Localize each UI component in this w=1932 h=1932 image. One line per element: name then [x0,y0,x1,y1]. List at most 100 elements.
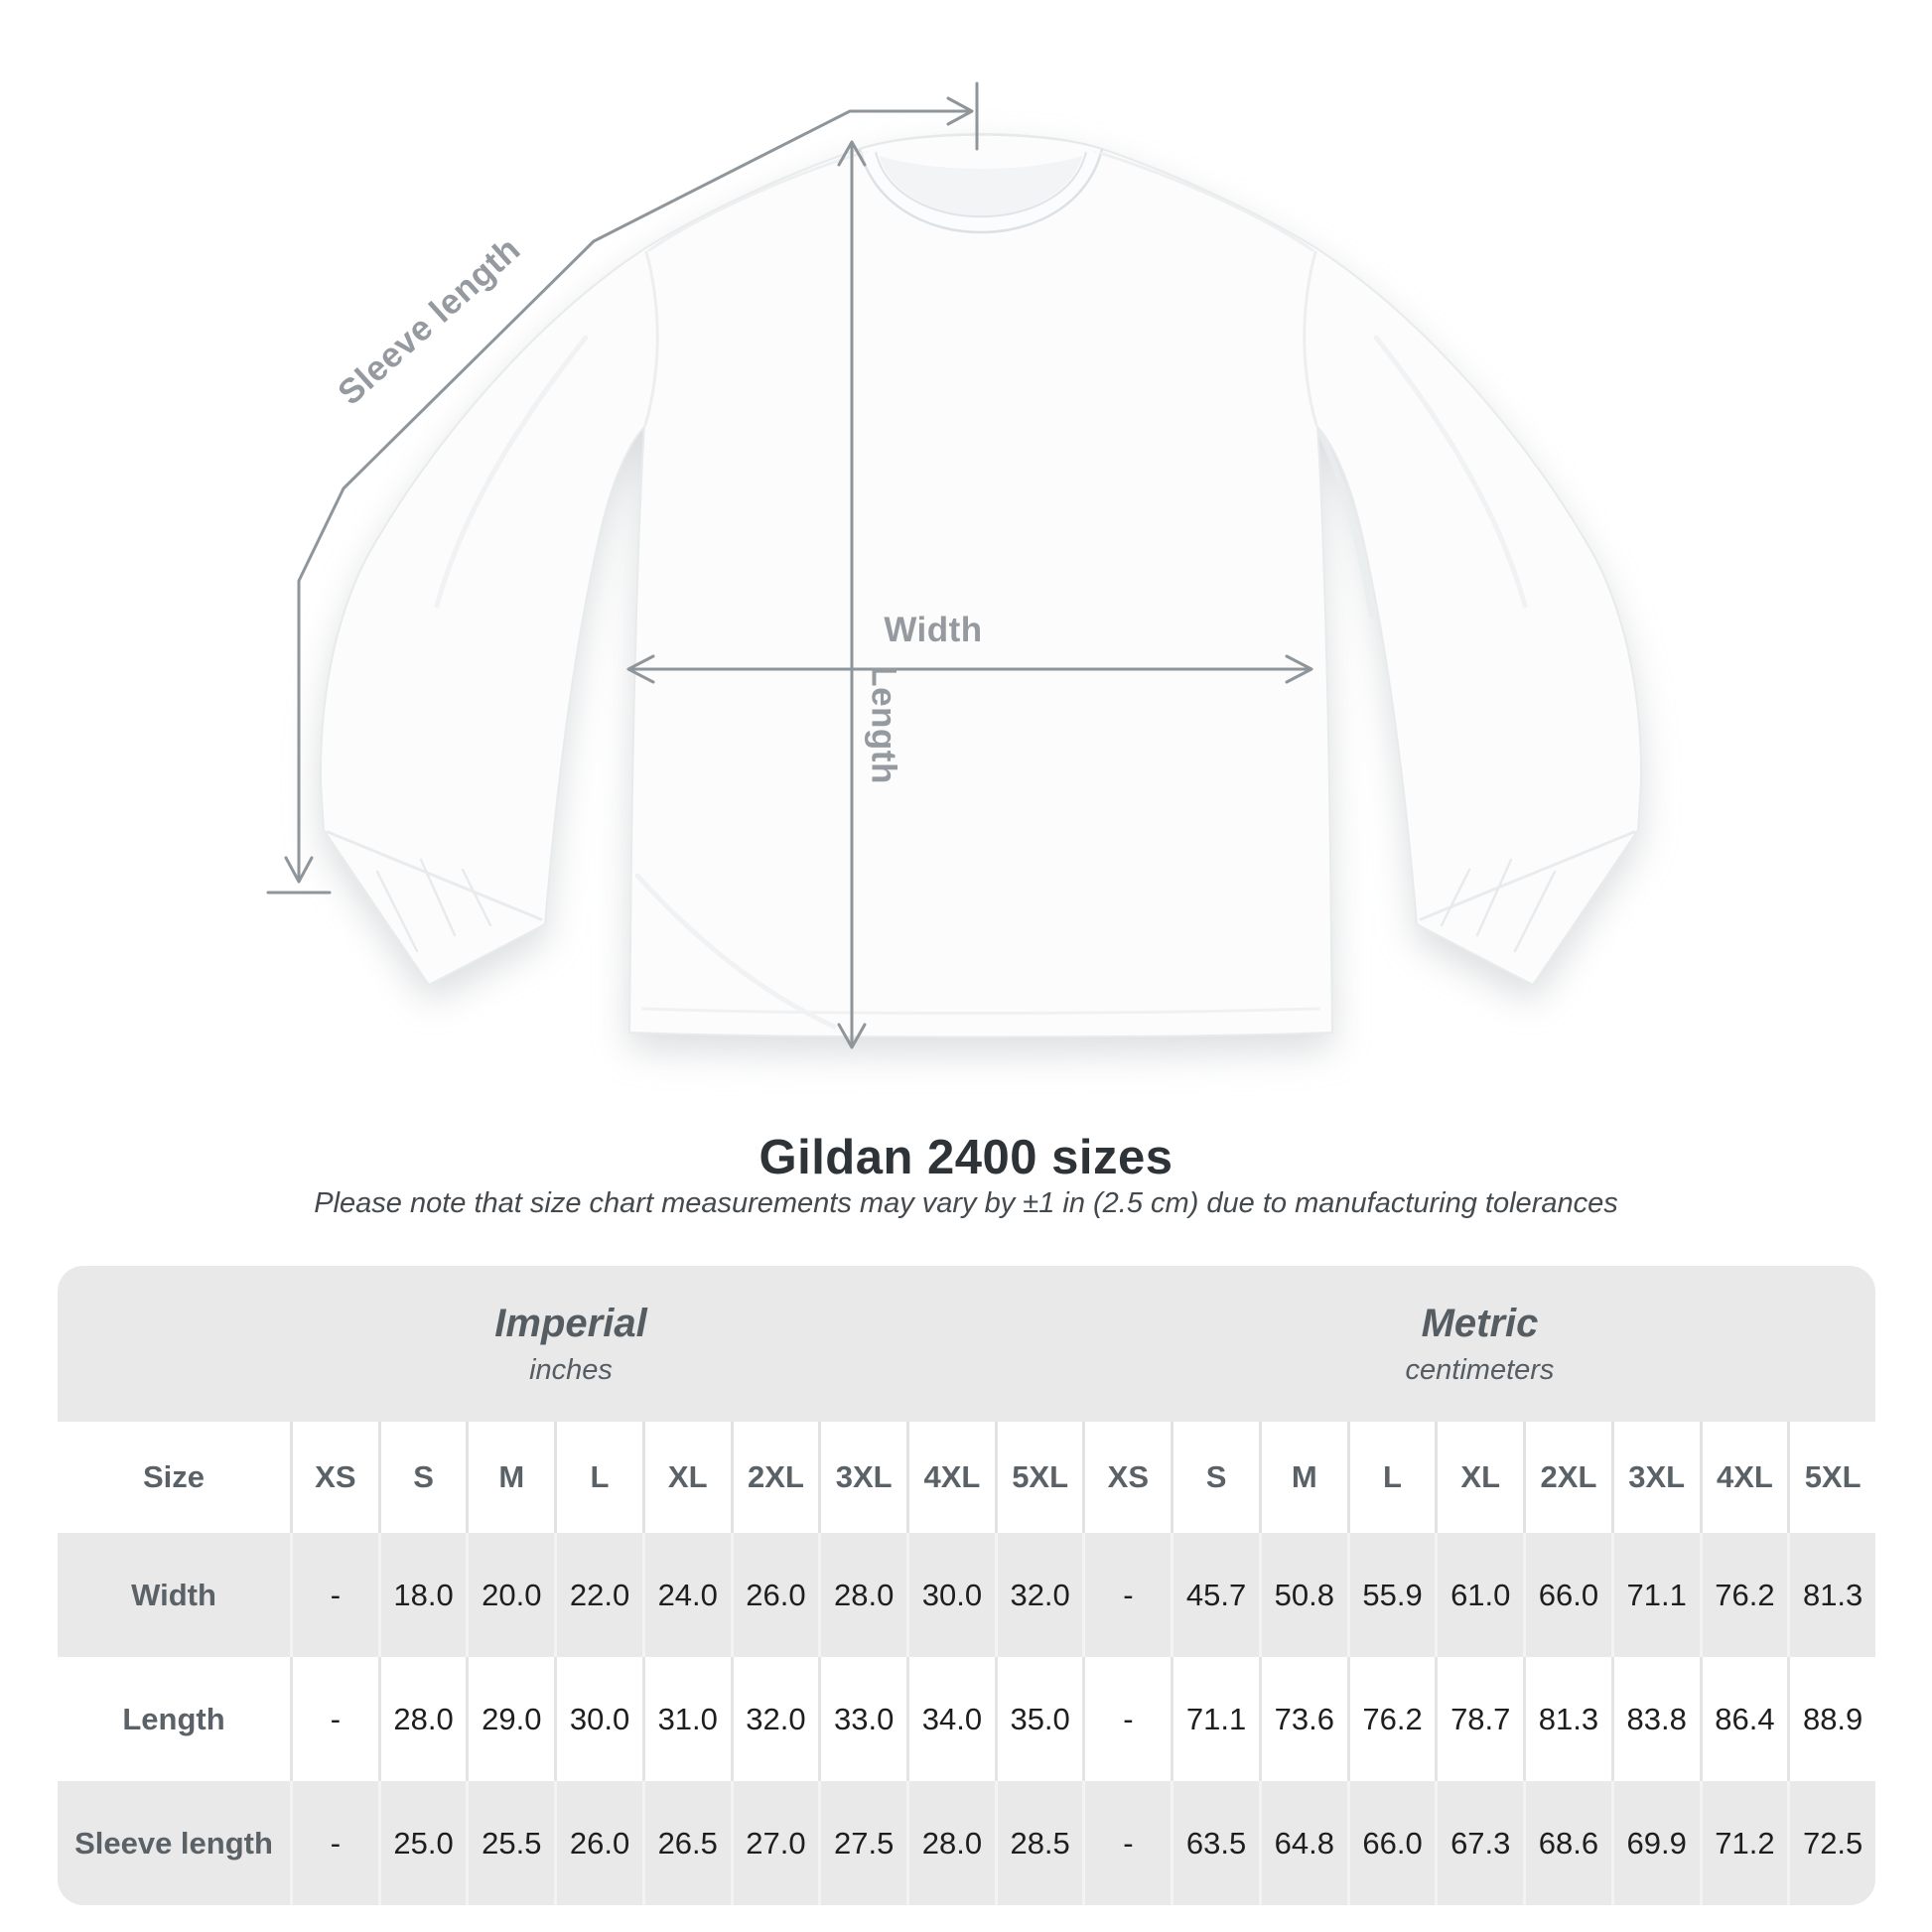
table-cell: 33.0 [818,1657,906,1781]
table-cell: 32.0 [730,1657,819,1781]
size-header-row: Size XS S M L XL 2XL 3XL 4XL 5XL XS S M … [58,1422,1875,1533]
size-col-imperial-2xl: 2XL [730,1422,819,1533]
table-cell: 30.0 [906,1533,995,1657]
table-cell: 45.7 [1171,1533,1259,1657]
table-cell: 32.0 [994,1533,1083,1657]
size-col-imperial-3xl: 3XL [818,1422,906,1533]
table-cell: 71.1 [1610,1533,1700,1657]
table-cell: 20.0 [466,1533,554,1657]
size-col-metric-s: S [1171,1422,1259,1533]
size-col-metric-5xl: 5XL [1787,1422,1875,1533]
table-cell: 28.0 [906,1781,995,1905]
table-cell: 61.0 [1435,1533,1523,1657]
shirt-measurement-diagram: Sleeve length Length Width [266,81,1643,1049]
size-column-title: Size [142,1459,206,1494]
table-cell: 26.0 [554,1781,642,1905]
arrowhead-down [837,1023,867,1049]
table-cell: 26.0 [730,1533,819,1657]
table-cell: 81.3 [1787,1533,1875,1657]
table-cell: 72.5 [1787,1781,1875,1905]
size-col-imperial-m: M [466,1422,554,1533]
table-cell: 78.7 [1435,1657,1523,1781]
table-cell: 31.0 [641,1657,731,1781]
table-cell: 67.3 [1435,1781,1523,1905]
table-cell: - [1082,1657,1171,1781]
width-label: Width [884,611,982,649]
table-cell: 55.9 [1346,1533,1436,1657]
sleeve-length-measure [266,81,979,895]
table-cell: 28.5 [994,1781,1083,1905]
table-cell: 66.0 [1346,1781,1436,1905]
table-row-sleeve-length: Sleeve length - 25.0 25.5 26.0 26.5 27.0… [58,1781,1875,1905]
group-unit-inches: inches [529,1353,613,1386]
arrowhead-right [946,96,974,126]
size-col-imperial-xl: XL [641,1422,731,1533]
table-cell: 73.6 [1258,1657,1347,1781]
table-cell: 83.8 [1610,1657,1700,1781]
table-cell: 76.2 [1699,1533,1788,1657]
table-cell: 35.0 [994,1657,1083,1781]
table-row-width: Width - 18.0 20.0 22.0 24.0 26.0 28.0 30… [58,1533,1875,1657]
table-cell: 28.0 [377,1657,467,1781]
size-col-imperial-xs: XS [290,1422,378,1533]
table-cell: - [1082,1533,1171,1657]
page-title: Gildan 2400 sizes [759,1131,1173,1184]
tolerance-note: Please note that size chart measurements… [314,1187,1618,1219]
table-cell: 81.3 [1523,1657,1611,1781]
table-cell: - [1082,1781,1171,1905]
group-name-imperial: Imperial [494,1301,647,1345]
arrowhead-up [837,140,867,167]
size-col-metric-l: L [1346,1422,1436,1533]
arrowhead-right [1285,654,1313,684]
table-cell: - [290,1533,378,1657]
table-cell: 69.9 [1610,1781,1700,1905]
unit-group-header: Imperial inches Metric centimeters [58,1266,1875,1422]
table-cell: 34.0 [906,1657,995,1781]
table-cell: 24.0 [641,1533,731,1657]
size-col-metric-4xl: 4XL [1699,1422,1788,1533]
table-cell: - [290,1657,378,1781]
metric-group-header: Metric centimeters [1084,1266,1875,1422]
width-measure [626,654,1313,684]
collar-top-seam [859,133,1103,150]
size-col-imperial-5xl: 5XL [994,1422,1083,1533]
table-cell: 71.1 [1171,1657,1259,1781]
table-cell: 88.9 [1787,1657,1875,1781]
row-label-sleeve-length: Sleeve length [74,1825,273,1861]
group-unit-centimeters: centimeters [1405,1353,1555,1386]
table-cell: 26.5 [641,1781,731,1905]
arrowhead-down [284,856,314,884]
shirt-body [319,133,1643,1038]
table-cell: 64.8 [1258,1781,1347,1905]
row-label-width: Width [131,1577,216,1612]
table-cell: 27.0 [730,1781,819,1905]
size-col-imperial-4xl: 4XL [906,1422,995,1533]
collar-inner-seam [875,151,1087,218]
length-label: Length [865,665,903,784]
table-cell: 29.0 [466,1657,554,1781]
table-cell: 25.0 [377,1781,467,1905]
imperial-group-header: Imperial inches [58,1266,1084,1422]
collar [858,133,1104,236]
collar-outer-seam [858,148,1104,234]
table-cell: - [290,1781,378,1905]
table-cell: 76.2 [1346,1657,1436,1781]
table-cell: 30.0 [554,1657,642,1781]
table-cell: 66.0 [1523,1533,1611,1657]
shirt-seams [326,151,1636,1030]
size-col-imperial-l: L [554,1422,642,1533]
size-col-metric-xl: XL [1435,1422,1523,1533]
table-cell: 18.0 [377,1533,467,1657]
table-row-length: Length - 28.0 29.0 30.0 31.0 32.0 33.0 3… [58,1657,1875,1781]
table-cell: 68.6 [1523,1781,1611,1905]
row-label-length: Length [122,1701,225,1736]
collar-rib-band [858,150,1104,236]
table-cell: 86.4 [1699,1657,1788,1781]
size-col-imperial-s: S [377,1422,467,1533]
table-cell: 63.5 [1171,1781,1259,1905]
table-cell: 71.2 [1699,1781,1788,1905]
size-col-metric-3xl: 3XL [1610,1422,1700,1533]
table-cell: 22.0 [554,1533,642,1657]
arrowhead-left [626,654,655,684]
